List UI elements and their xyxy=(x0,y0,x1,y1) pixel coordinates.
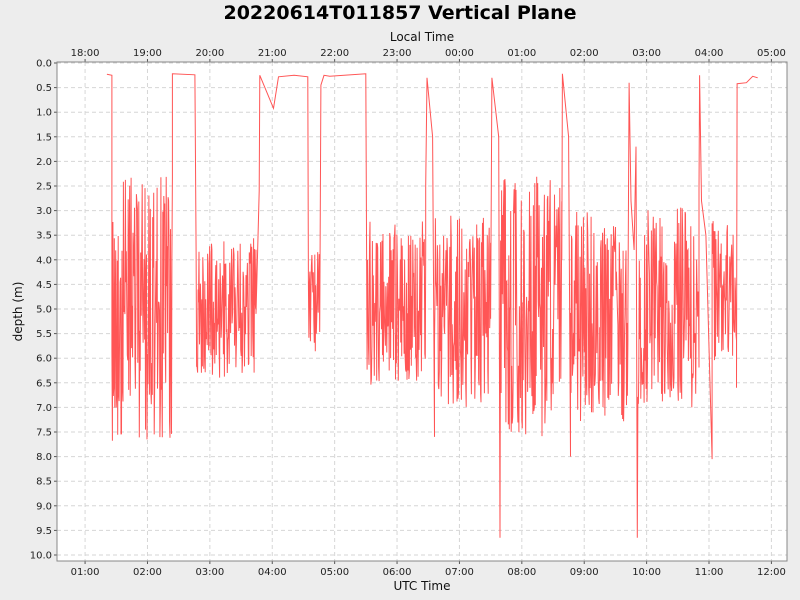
y-tick-label: 1.5 xyxy=(36,132,52,143)
x2-tick-label: 23:00 xyxy=(383,48,412,59)
chart-title: 20220614T011857 Vertical Plane xyxy=(223,2,577,24)
y-tick-label: 2.0 xyxy=(36,157,52,168)
x-tick-label: 02:00 xyxy=(133,567,162,578)
y-tick-label: 7.0 xyxy=(36,403,52,414)
y-tick-label: 3.5 xyxy=(36,231,52,242)
y-tick-label: 8.0 xyxy=(36,452,52,463)
plot-border xyxy=(56,61,788,562)
x2-tick-label: 19:00 xyxy=(133,48,162,59)
x-tick-label: 09:00 xyxy=(570,567,599,578)
x2-tick-label: 00:00 xyxy=(445,48,474,59)
x-tick-label: 10:00 xyxy=(632,567,661,578)
y-tick-label: 3.0 xyxy=(36,206,52,217)
y-tick-label: 0.0 xyxy=(36,59,52,70)
y-tick-label: 6.0 xyxy=(36,354,52,365)
y-tick-label: 10.0 xyxy=(30,551,52,562)
x2-tick-label: 20:00 xyxy=(195,48,224,59)
x-tick-label: 07:00 xyxy=(445,567,474,578)
y-tick-label: 7.5 xyxy=(36,428,52,439)
y-tick-label: 6.5 xyxy=(36,378,52,389)
y-tick-label: 1.0 xyxy=(36,108,52,119)
y-tick-label: 5.0 xyxy=(36,305,52,316)
x-tick-label: 04:00 xyxy=(258,567,287,578)
x-tick-label: 05:00 xyxy=(320,567,349,578)
y-axis-title: depth (m) xyxy=(11,282,25,342)
x-tick-label: 03:00 xyxy=(195,567,224,578)
y-tick-label: 0.5 xyxy=(36,83,52,94)
x-axis-title: UTC Time xyxy=(394,579,451,593)
y-tick-label: 9.0 xyxy=(36,501,52,512)
x2-tick-label: 22:00 xyxy=(320,48,349,59)
x-tick-label: 12:00 xyxy=(757,567,786,578)
x2-tick-label: 04:00 xyxy=(695,48,724,59)
x-tick-label: 01:00 xyxy=(71,567,100,578)
y-tick-label: 8.5 xyxy=(36,477,52,488)
x-tick-label: 11:00 xyxy=(695,567,724,578)
y-tick-label: 4.0 xyxy=(36,255,52,266)
x2-tick-label: 05:00 xyxy=(757,48,786,59)
x2-tick-label: 21:00 xyxy=(258,48,287,59)
depth-series-line xyxy=(106,73,758,538)
x2-axis-title: Local Time xyxy=(390,30,454,44)
x2-tick-label: 03:00 xyxy=(632,48,661,59)
y-tick-label: 2.5 xyxy=(36,182,52,193)
x2-tick-label: 02:00 xyxy=(570,48,599,59)
x-tick-label: 06:00 xyxy=(383,567,412,578)
x2-tick-label: 18:00 xyxy=(71,48,100,59)
x-tick-label: 08:00 xyxy=(507,567,536,578)
y-tick-label: 4.5 xyxy=(36,280,52,291)
x2-tick-label: 01:00 xyxy=(507,48,536,59)
y-tick-label: 5.5 xyxy=(36,329,52,340)
y-tick-label: 9.5 xyxy=(36,526,52,537)
